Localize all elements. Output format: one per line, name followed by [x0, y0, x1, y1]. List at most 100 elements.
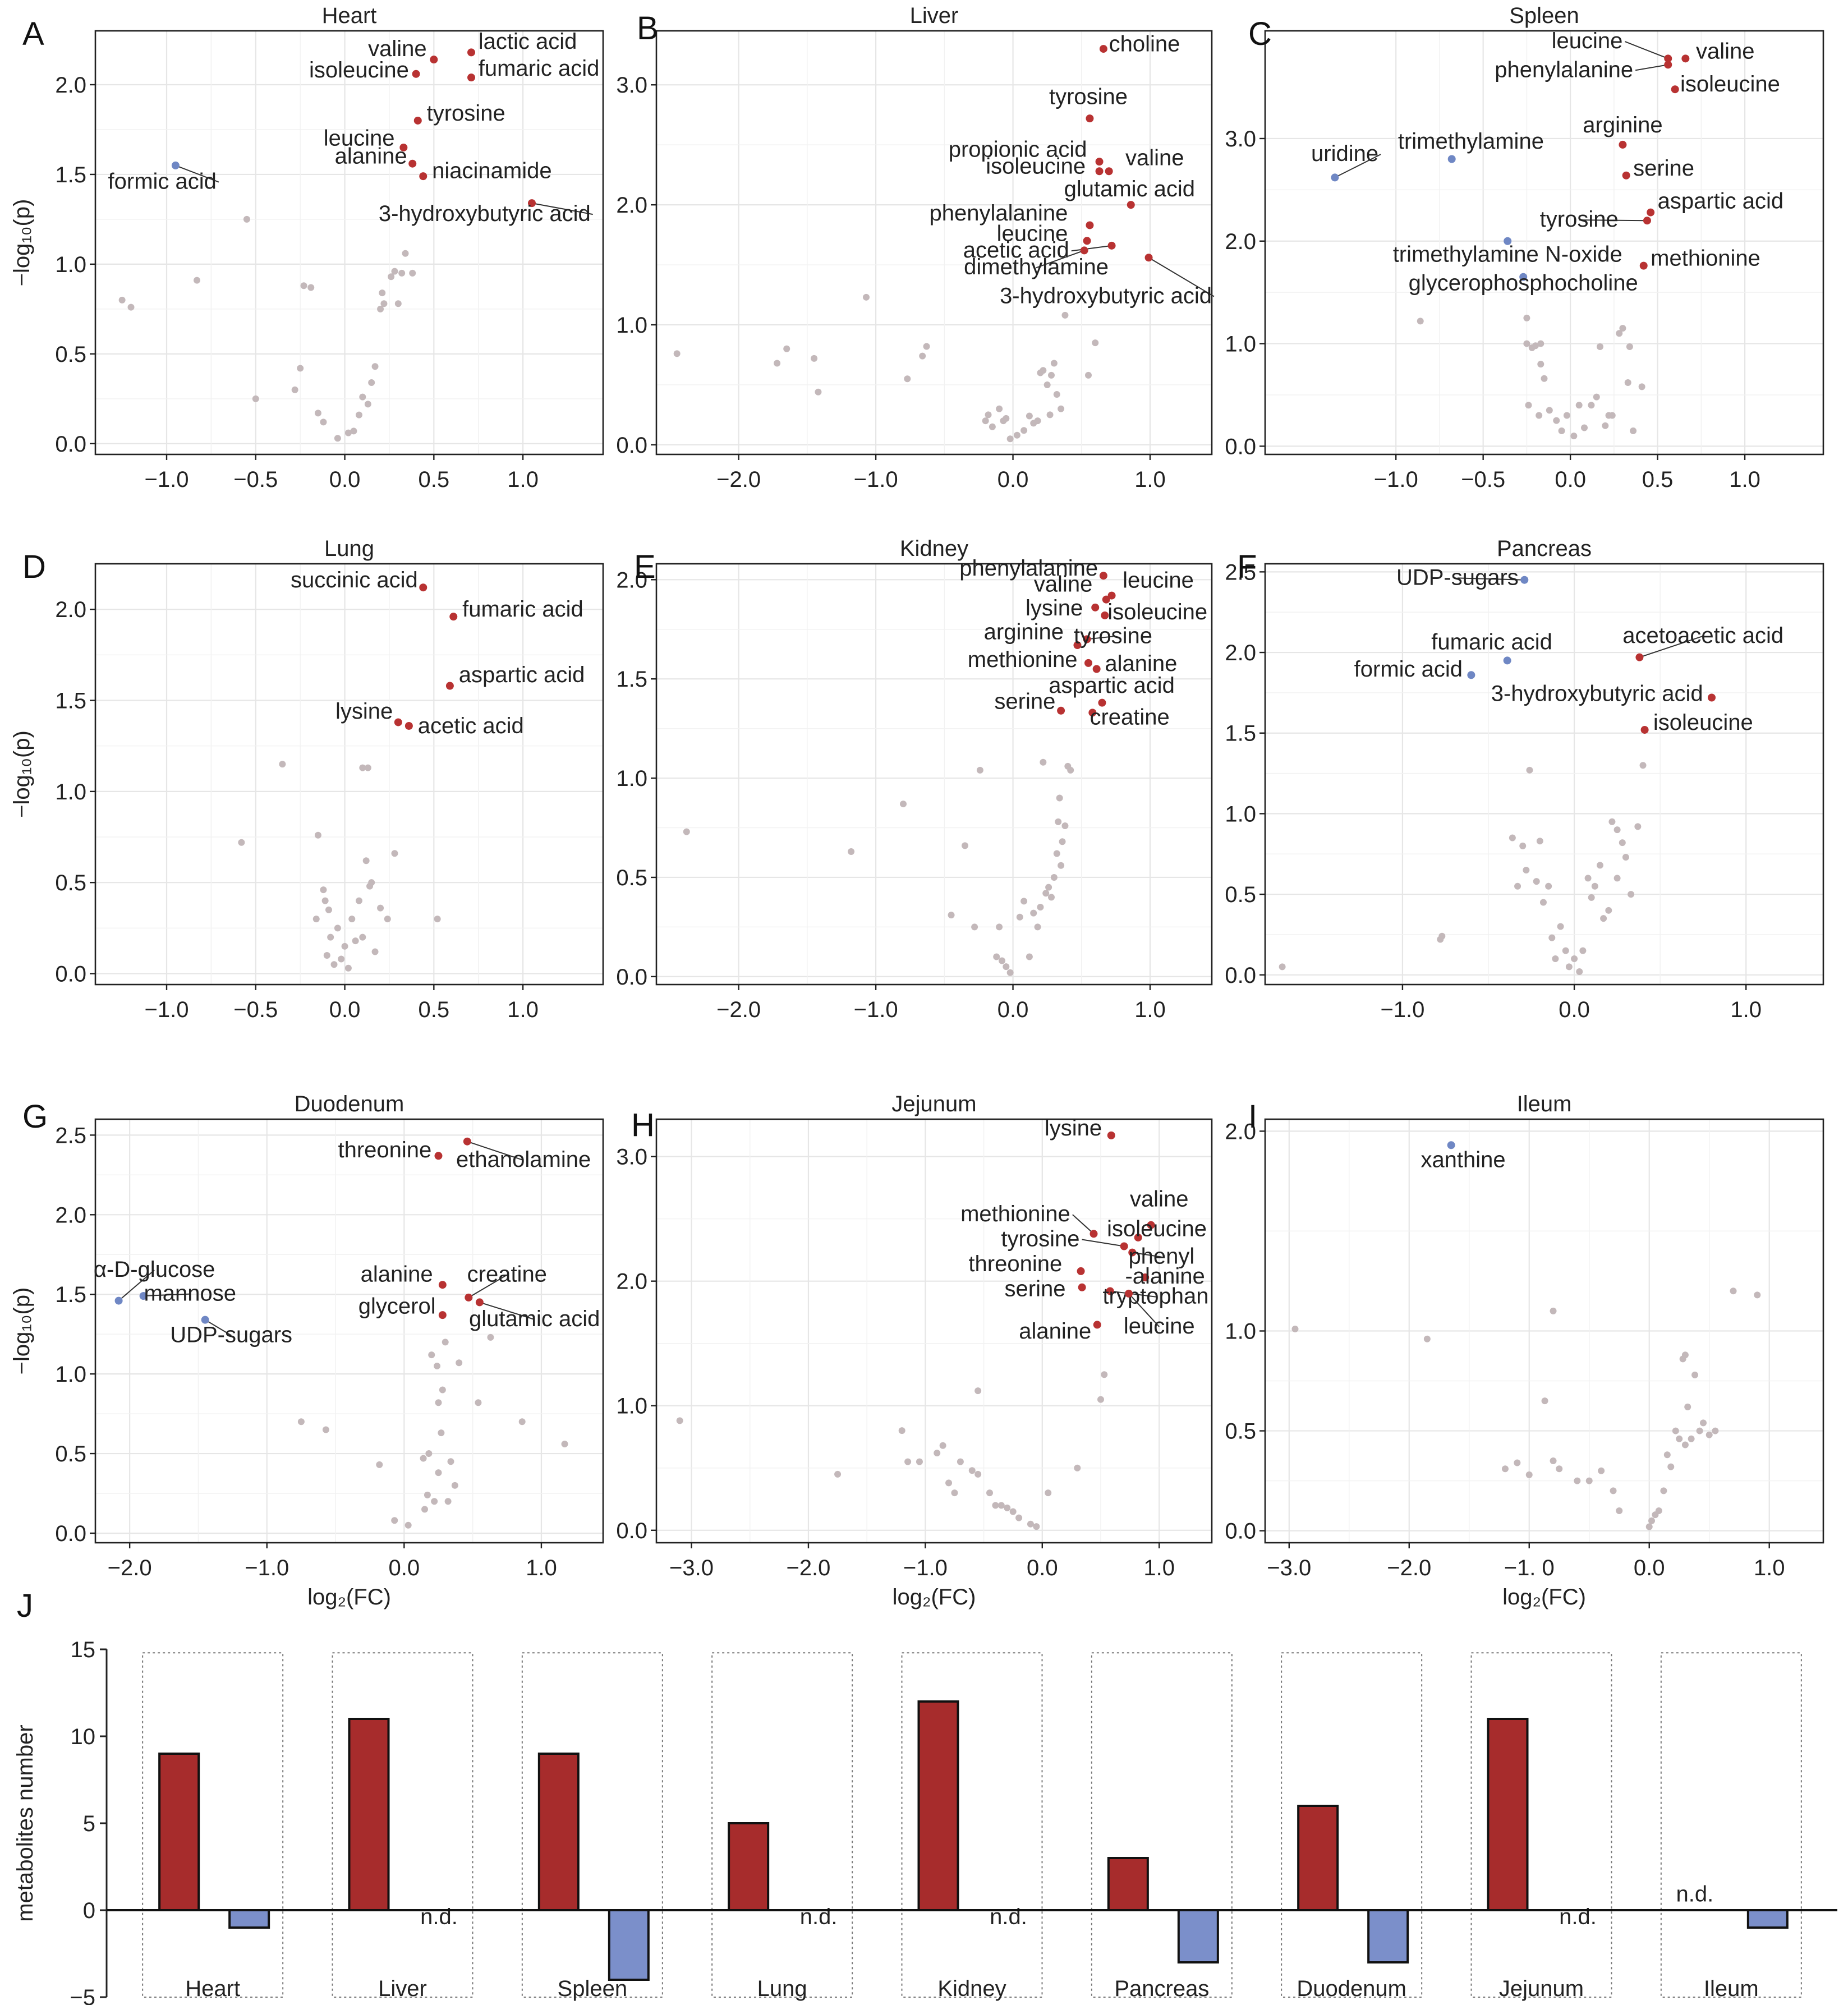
data-point-ns: [1092, 339, 1099, 347]
data-point-up: [1095, 167, 1104, 176]
data-point-ns: [1660, 1487, 1667, 1494]
bar-up: [537, 1753, 580, 1911]
data-point-ns: [1681, 1351, 1689, 1359]
grid-lines: [656, 1119, 1212, 1543]
category-label: Duodenum: [1297, 1976, 1406, 2001]
data-point-ns: [1712, 1427, 1719, 1434]
ns-points: [118, 215, 416, 442]
x-tick-label: 0.5: [419, 467, 450, 492]
label-leader-line: [1036, 250, 1085, 269]
point-label: lysine: [1045, 1116, 1102, 1141]
point-label: tyrosine: [1001, 1227, 1079, 1252]
data-point-ns: [1050, 360, 1058, 367]
data-point-ns: [1279, 963, 1286, 971]
data-point-ns: [962, 842, 968, 849]
point-label: aspartic acid: [1049, 673, 1175, 698]
data-point-up: [1639, 261, 1648, 270]
plot-frame: [94, 30, 604, 456]
x-tick-label: −2.0: [786, 1556, 830, 1580]
y-tick-label: 0.0: [616, 433, 647, 458]
data-point-ns: [1523, 866, 1530, 873]
data-point-ns: [986, 1489, 993, 1497]
data-point-ns: [1053, 391, 1060, 398]
data-point-ns: [376, 1461, 383, 1468]
y-tick-label: 10: [71, 1725, 96, 1749]
data-point-ns: [1597, 862, 1603, 869]
data-point-up: [1102, 595, 1110, 604]
data-point-ns: [1417, 318, 1424, 325]
point-label: dimethylamine: [964, 255, 1109, 279]
data-point-down: [1504, 237, 1512, 245]
data-point-ns: [1581, 424, 1588, 431]
y-tick-label: −5: [70, 1985, 95, 2005]
data-point-ns: [1613, 875, 1621, 882]
point-label: creatine: [1090, 705, 1169, 730]
data-point-ns: [1013, 431, 1020, 439]
data-point-ns: [1016, 913, 1023, 921]
data-point-ns: [1626, 343, 1633, 351]
data-point-ns: [1608, 818, 1616, 825]
data-point-up: [1619, 140, 1627, 149]
point-label: methionine: [968, 647, 1078, 672]
data-point-ns: [334, 435, 341, 442]
data-point-ns: [394, 300, 402, 307]
data-point-up: [1084, 659, 1092, 667]
category-box: [1660, 1652, 1802, 1998]
panel-letter: C: [1248, 16, 1272, 52]
data-point-ns: [1509, 834, 1516, 841]
data-point-ns: [1619, 325, 1626, 332]
y-tick-label: 15: [71, 1638, 96, 1662]
volcano-panel-i: −3.0 −2.0 −1. 0 0.0 1.0 0.0 0.5 1.0 2.0 Ileum Ilog…: [1225, 1092, 1824, 1609]
point-label: leucine: [324, 126, 395, 151]
data-point-ns: [338, 955, 345, 963]
data-point-ns: [421, 1506, 429, 1513]
data-point-ns: [1045, 884, 1052, 891]
data-point-ns: [1541, 1397, 1548, 1405]
data-point-ns: [384, 916, 391, 923]
data-point-ns: [939, 1442, 946, 1449]
x-tick-label: 1.0: [1729, 467, 1760, 492]
label-leader-line: [118, 1270, 155, 1302]
x-tick-label: 1.0: [1134, 467, 1166, 492]
data-point-ns: [1570, 433, 1578, 440]
point-label: glycerol: [358, 1294, 436, 1318]
data-point-ns: [297, 365, 304, 372]
data-point-ns: [314, 831, 321, 839]
data-point-up: [1664, 54, 1672, 63]
data-point-ns: [1015, 1514, 1023, 1521]
y-tick-label: 2.0: [55, 597, 86, 622]
data-point-ns: [974, 1387, 982, 1395]
data-point-ns: [1648, 1517, 1656, 1524]
x-tick-label: 0.0: [389, 1556, 420, 1580]
data-point-ns: [1537, 361, 1544, 368]
label-leader-line: [1334, 154, 1381, 178]
x-tick-label: −1.0: [903, 1556, 948, 1580]
y-tick-label: 2.0: [616, 1270, 647, 1294]
data-point-down: [1331, 173, 1339, 182]
ns-points: [676, 1371, 1108, 1530]
bar-up: [1107, 1857, 1149, 1911]
nd-label: n.d.: [800, 1905, 838, 1929]
point-label: aspartic acid: [1658, 188, 1784, 213]
data-point-ns: [1563, 412, 1570, 419]
point-label: lysine: [1026, 596, 1083, 620]
data-point-ns: [1696, 1427, 1703, 1434]
data-point-ns: [1605, 907, 1612, 914]
data-point-ns: [377, 305, 384, 312]
data-point-ns: [976, 766, 983, 774]
data-point-ns: [1550, 1457, 1557, 1464]
data-point-up: [1107, 591, 1116, 600]
x-tick-label: 0.0: [329, 997, 361, 1022]
data-point-ns: [1585, 1477, 1593, 1484]
data-point-down: [1503, 656, 1511, 665]
data-point-ns: [1553, 417, 1560, 424]
data-point-ns: [848, 848, 855, 855]
point-label: fumaric acid: [462, 597, 583, 622]
data-point-ns: [1634, 823, 1642, 830]
point-label: phenylalanine: [929, 201, 1068, 226]
data-point-up: [394, 718, 402, 726]
volcano-panel-h: −3.0 −2.0 −1.0 0.0 1.0 0.0 1.0 2.0 3.0 Jejunum Hlo…: [616, 1092, 1213, 1609]
point-label: glycerophosphocholine: [1409, 271, 1638, 296]
data-point-ns: [320, 419, 327, 426]
